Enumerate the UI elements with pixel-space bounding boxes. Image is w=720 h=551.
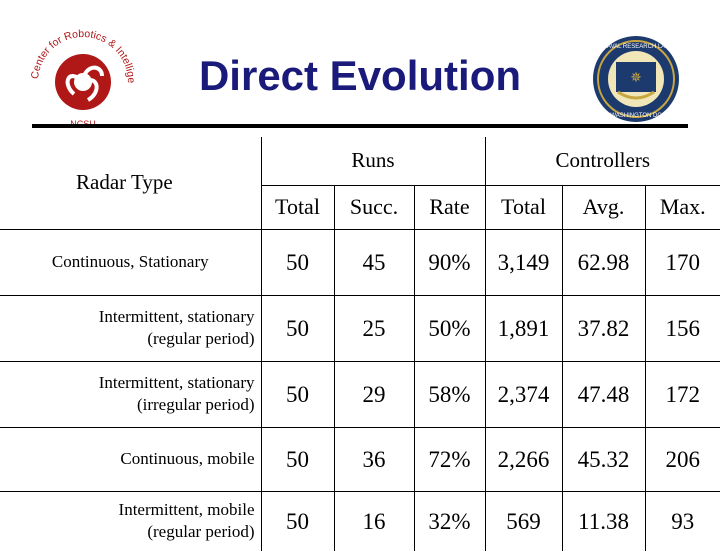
- svg-text:✵: ✵: [630, 69, 642, 85]
- col-header: Max.: [644, 184, 720, 230]
- cell: 45.32: [561, 426, 646, 492]
- cell: 1,891: [484, 294, 563, 362]
- cell: 50: [260, 490, 335, 551]
- col-header: Avg.: [561, 184, 646, 230]
- svg-text:WASHINGTON DC: WASHINGTON DC: [610, 113, 662, 119]
- group-header-runs: Runs: [260, 137, 486, 186]
- cell: 62.98: [561, 228, 646, 296]
- cell: 25: [333, 294, 415, 362]
- row-label-line2: (regular period): [147, 329, 255, 348]
- row-label-line1: Intermittent, stationary: [98, 372, 255, 392]
- cell: 156: [644, 294, 720, 362]
- cell: 206: [644, 426, 720, 492]
- radar-type-header: Radar Type: [0, 137, 262, 229]
- cell: 29: [333, 360, 415, 428]
- cell: 50: [260, 426, 335, 492]
- cell: 37.82: [561, 294, 646, 362]
- cell: 2,374: [484, 360, 563, 428]
- row-label-line1: Intermittent, stationary: [98, 306, 255, 326]
- cr-im-logo: Center for Robotics & Intelligent Machin…: [18, 12, 137, 129]
- cell: 50: [260, 360, 335, 428]
- row-label-line2: (irregular period): [136, 395, 255, 414]
- col-header: Total: [484, 184, 563, 230]
- cell: 2,266: [484, 426, 563, 492]
- results-table: Radar Type Runs Controllers Total Succ. …: [0, 137, 720, 551]
- cell: 3,149: [484, 228, 563, 296]
- group-header-controllers: Controllers: [484, 137, 720, 186]
- cell: 170: [644, 228, 720, 296]
- row-label: Intermittent, stationary (irregular peri…: [0, 360, 262, 428]
- cell: 47.48: [561, 360, 646, 428]
- cell: 16: [333, 490, 415, 551]
- title-divider: [32, 124, 688, 128]
- cell: 45: [333, 228, 415, 296]
- cell: 569: [484, 490, 563, 551]
- cell: 172: [644, 360, 720, 428]
- row-label-line1: Continuous, Stationary: [51, 251, 209, 271]
- page-title: Direct Evolution: [198, 52, 522, 99]
- cell: 50: [260, 228, 335, 296]
- row-label-line2: (regular period): [147, 522, 255, 542]
- col-header: Total: [260, 184, 335, 230]
- row-label: Continuous, mobile: [0, 426, 262, 492]
- cell: 72%: [413, 426, 486, 492]
- row-label-line1: Intermittent, mobile: [118, 500, 255, 520]
- row-label: Continuous, Stationary: [0, 228, 262, 296]
- nrl-seal-logo: ✵ NAVAL RESEARCH LAB WASHINGTON DC: [593, 36, 679, 122]
- row-label: Intermittent, mobile (regular period): [0, 490, 262, 551]
- col-header: Rate: [413, 184, 486, 230]
- cell: 11.38: [561, 490, 646, 551]
- radar-type-header-label: Radar Type: [76, 170, 173, 195]
- cell: 90%: [413, 228, 486, 296]
- cell: 50%: [413, 294, 486, 362]
- col-header: Succ.: [333, 184, 415, 230]
- cell: 93: [644, 490, 720, 551]
- row-label-line1: Continuous, mobile: [120, 448, 255, 468]
- cell: 32%: [413, 490, 486, 551]
- cell: 36: [333, 426, 415, 492]
- cell: 58%: [413, 360, 486, 428]
- cell: 50: [260, 294, 335, 362]
- row-label: Intermittent, stationary (regular period…: [0, 294, 262, 362]
- svg-text:NAVAL RESEARCH LAB: NAVAL RESEARCH LAB: [603, 44, 670, 50]
